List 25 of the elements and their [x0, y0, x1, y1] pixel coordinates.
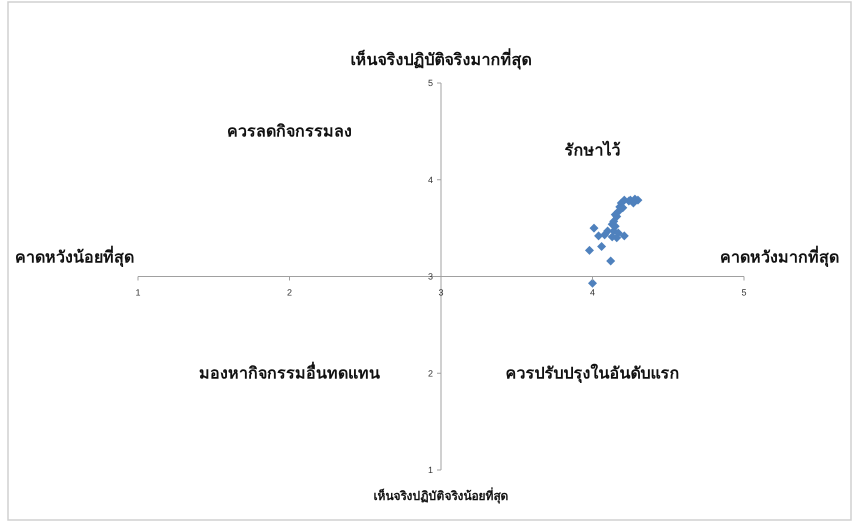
annotation: มองหากิจกรรมอื่นทดแทน	[199, 361, 380, 382]
y-tick-label: 3	[428, 272, 433, 282]
annotation: คาดหวังมากที่สุด	[720, 246, 839, 268]
point	[584, 246, 594, 255]
annotation: ควรปรับปรุงในอันดับแรก	[506, 363, 680, 384]
annotation: รักษาไว้	[564, 140, 620, 160]
x-tick-label: 4	[590, 288, 596, 298]
point	[620, 231, 629, 240]
text: เห็นจริงปฏิบัติจริงน้อยที่สุด	[374, 487, 508, 504]
y-tick-label: 4	[428, 174, 433, 185]
x-tick-label: 2	[286, 288, 292, 298]
text: เห็นจริงปฏิบัติจริงมากที่สุด	[350, 48, 532, 70]
x-tick-label: 1	[135, 288, 141, 298]
text: คาดหวังน้อยที่สุด	[15, 246, 134, 268]
point	[588, 278, 597, 288]
x-tick-label: 3	[438, 288, 444, 298]
point	[597, 242, 606, 252]
y-tick-label: 5	[428, 78, 433, 88]
point	[590, 224, 599, 233]
point	[606, 256, 616, 266]
x-tick-label: 5	[741, 288, 747, 298]
y-tick-label: 2	[428, 368, 433, 378]
point	[594, 231, 604, 240]
y-tick-label: 1	[428, 465, 433, 475]
annotation: ควรลดกิจกรรมลง	[227, 122, 352, 140]
